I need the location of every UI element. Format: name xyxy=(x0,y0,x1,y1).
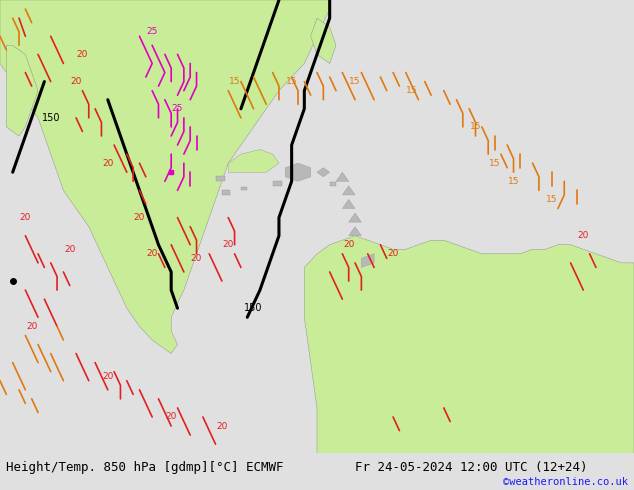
Polygon shape xyxy=(285,163,311,181)
Polygon shape xyxy=(349,213,361,222)
Polygon shape xyxy=(330,182,336,186)
Text: Height/Temp. 850 hPa [gdmp][°C] ECMWF: Height/Temp. 850 hPa [gdmp][°C] ECMWF xyxy=(6,462,284,474)
Text: 20: 20 xyxy=(26,322,37,331)
Polygon shape xyxy=(317,168,330,177)
Text: 15: 15 xyxy=(349,77,361,86)
Polygon shape xyxy=(273,181,282,186)
Text: 20: 20 xyxy=(20,213,31,222)
Polygon shape xyxy=(6,46,38,136)
Polygon shape xyxy=(342,199,355,209)
Polygon shape xyxy=(336,172,349,181)
Text: 15: 15 xyxy=(508,177,519,186)
Text: 20: 20 xyxy=(387,249,399,258)
Polygon shape xyxy=(216,176,225,181)
Text: 150: 150 xyxy=(244,303,263,313)
Polygon shape xyxy=(241,187,247,191)
Polygon shape xyxy=(361,254,374,268)
Text: Fr 24-05-2024 12:00 UTC (12+24): Fr 24-05-2024 12:00 UTC (12+24) xyxy=(355,462,588,474)
Text: 20: 20 xyxy=(134,213,145,222)
Text: 20: 20 xyxy=(578,231,589,240)
Text: 20: 20 xyxy=(343,240,354,249)
Text: 20: 20 xyxy=(102,159,113,168)
Polygon shape xyxy=(304,236,634,453)
Text: 20: 20 xyxy=(146,249,158,258)
Text: 20: 20 xyxy=(77,50,88,59)
Polygon shape xyxy=(228,149,279,172)
Text: 20: 20 xyxy=(223,240,234,249)
Text: 20: 20 xyxy=(165,413,177,421)
Text: 15: 15 xyxy=(229,77,240,86)
Text: 25: 25 xyxy=(146,27,158,36)
Text: 15: 15 xyxy=(406,86,418,95)
Polygon shape xyxy=(349,226,361,236)
Polygon shape xyxy=(342,186,355,195)
Text: 150: 150 xyxy=(41,113,60,123)
Polygon shape xyxy=(222,191,230,195)
Text: 15: 15 xyxy=(286,77,297,86)
Text: ©weatheronline.co.uk: ©weatheronline.co.uk xyxy=(503,477,628,487)
Text: 20: 20 xyxy=(191,254,202,263)
Text: 15: 15 xyxy=(489,159,500,168)
Text: 15: 15 xyxy=(470,122,481,131)
Text: 20: 20 xyxy=(102,372,113,381)
Polygon shape xyxy=(311,18,336,64)
Text: 20: 20 xyxy=(64,245,75,254)
Text: 20: 20 xyxy=(216,421,228,431)
Text: 20: 20 xyxy=(70,77,82,86)
Text: 15: 15 xyxy=(546,195,557,204)
Text: 25: 25 xyxy=(172,104,183,113)
Polygon shape xyxy=(0,0,330,354)
